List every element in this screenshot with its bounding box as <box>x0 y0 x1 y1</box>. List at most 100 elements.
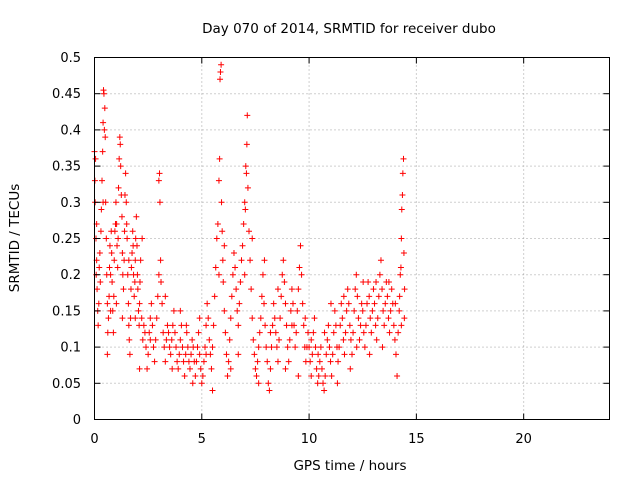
data-point <box>212 264 219 271</box>
data-point <box>308 336 315 343</box>
data-point <box>97 278 104 285</box>
y-tick-label: 0.05 <box>52 377 81 392</box>
data-point <box>241 271 248 278</box>
data-point <box>116 134 123 141</box>
data-point <box>240 221 247 228</box>
data-point <box>147 315 154 322</box>
data-point <box>315 373 322 380</box>
data-point <box>258 293 265 300</box>
data-point <box>192 373 199 380</box>
data-point <box>391 336 398 343</box>
y-tick-label: 0.35 <box>52 160 81 175</box>
data-point <box>400 155 407 162</box>
data-point <box>221 307 228 314</box>
plot-frame <box>94 57 610 420</box>
data-point <box>193 358 200 365</box>
data-point <box>308 373 315 380</box>
data-point <box>111 257 118 264</box>
data-point <box>228 293 235 300</box>
data-point <box>129 228 136 235</box>
data-point <box>140 322 147 329</box>
data-point <box>375 293 382 300</box>
data-point <box>155 271 162 278</box>
data-point <box>288 286 295 293</box>
data-point <box>179 344 186 351</box>
data-point <box>330 329 337 336</box>
y-tick-label: 0.1 <box>60 341 81 356</box>
data-point <box>120 286 127 293</box>
data-point <box>279 271 286 278</box>
data-point <box>146 329 153 336</box>
data-point <box>341 351 348 358</box>
data-point <box>298 271 305 278</box>
data-point <box>198 380 205 387</box>
data-point <box>345 300 352 307</box>
data-point <box>329 351 336 358</box>
data-point <box>103 235 110 242</box>
data-point <box>102 134 109 141</box>
data-point <box>242 163 249 170</box>
data-point <box>136 365 143 372</box>
data-point <box>346 322 353 329</box>
data-point <box>266 387 273 394</box>
data-point <box>149 322 156 329</box>
data-point <box>183 329 190 336</box>
data-point <box>173 344 180 351</box>
data-point <box>267 329 274 336</box>
data-point <box>356 336 363 343</box>
data-point <box>157 257 164 264</box>
data-point <box>254 358 261 365</box>
data-point <box>224 373 231 380</box>
data-point <box>104 329 111 336</box>
data-point <box>362 322 369 329</box>
data-point <box>219 228 226 235</box>
data-point <box>196 351 203 358</box>
data-point <box>230 249 237 256</box>
data-point <box>202 344 209 351</box>
data-point <box>342 329 349 336</box>
data-point <box>323 351 330 358</box>
data-point <box>203 322 210 329</box>
data-point <box>326 344 333 351</box>
data-point <box>370 286 377 293</box>
data-point <box>188 351 195 358</box>
y-tick-label: 0 <box>73 413 81 428</box>
data-point <box>132 315 139 322</box>
x-tick-label: 20 <box>515 432 532 447</box>
data-point <box>390 322 397 329</box>
data-point <box>122 170 129 177</box>
data-point <box>215 177 222 184</box>
data-point <box>205 315 212 322</box>
data-point <box>385 278 392 285</box>
data-point <box>171 329 178 336</box>
data-point <box>241 199 248 206</box>
data-point <box>312 344 319 351</box>
data-point <box>106 264 113 271</box>
data-point <box>352 286 359 293</box>
data-point <box>373 336 380 343</box>
data-point <box>242 206 249 213</box>
data-point <box>153 315 160 322</box>
data-point <box>217 76 224 83</box>
data-point <box>358 300 365 307</box>
data-point <box>131 293 138 300</box>
data-point <box>227 315 234 322</box>
data-point <box>104 300 111 307</box>
data-point <box>400 249 407 256</box>
data-point <box>255 380 262 387</box>
data-point <box>305 329 312 336</box>
grid-lines <box>94 57 610 420</box>
data-point <box>200 358 207 365</box>
data-point <box>401 315 408 322</box>
data-point <box>167 351 174 358</box>
data-point <box>174 358 181 365</box>
data-point <box>96 249 103 256</box>
data-point <box>104 351 111 358</box>
data-point <box>162 293 169 300</box>
data-point <box>309 351 316 358</box>
data-point <box>281 278 288 285</box>
data-point <box>392 351 399 358</box>
data-point <box>306 344 313 351</box>
data-point <box>283 322 290 329</box>
